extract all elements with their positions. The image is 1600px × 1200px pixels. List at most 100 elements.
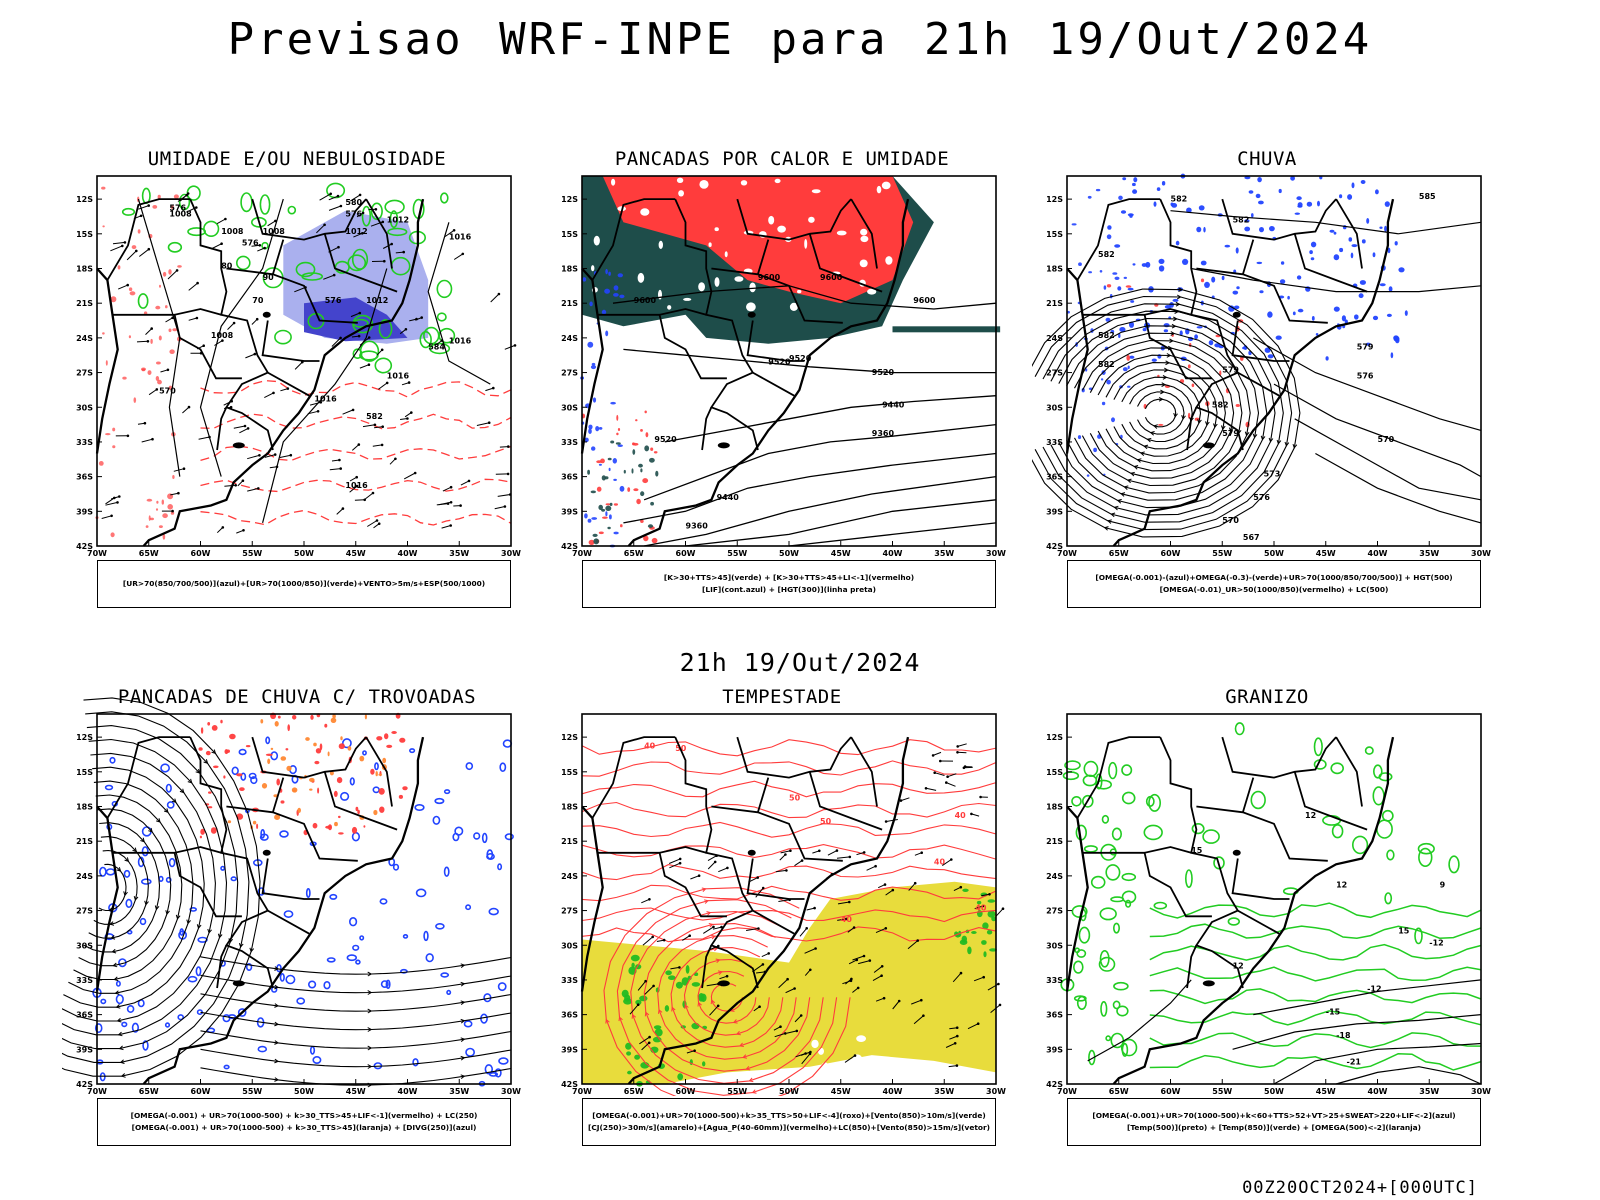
red-speckle bbox=[110, 532, 115, 538]
wind-vector-head bbox=[913, 881, 917, 885]
gap-speckle bbox=[836, 230, 847, 236]
rain-speckle bbox=[1398, 267, 1405, 273]
temp850-contour bbox=[1113, 981, 1129, 991]
contour-label: 584 bbox=[428, 342, 445, 351]
streamline-arrow bbox=[1252, 433, 1258, 439]
precipitable-water-contour bbox=[581, 760, 997, 777]
red-speckle bbox=[152, 205, 158, 209]
wind-vector bbox=[971, 813, 980, 817]
streamline-arrow bbox=[1123, 485, 1129, 490]
thunderstorm-speckle bbox=[199, 835, 202, 839]
gap-speckle bbox=[789, 302, 798, 311]
wind-vector-head bbox=[319, 401, 323, 404]
lif-speckle bbox=[588, 428, 592, 435]
wind-vector bbox=[703, 926, 714, 934]
wind-vector bbox=[945, 1042, 956, 1048]
wind-vector-head bbox=[246, 427, 250, 430]
divergence-contour bbox=[123, 869, 131, 878]
wind-vector-head bbox=[449, 524, 453, 527]
wind-vector-head bbox=[407, 381, 411, 384]
thunderstorm-speckle bbox=[213, 765, 219, 769]
height-contour bbox=[1058, 317, 1268, 509]
red-speckle bbox=[632, 442, 635, 446]
teal-speckle bbox=[640, 468, 643, 473]
wind-vector-head bbox=[338, 458, 341, 462]
wind-vector bbox=[504, 344, 516, 350]
height-contour bbox=[1034, 295, 1293, 531]
wind-vector-head bbox=[809, 968, 812, 972]
streamline-arrow bbox=[109, 921, 115, 926]
divergence-contour bbox=[308, 980, 317, 989]
temp850-contour bbox=[1149, 1052, 1482, 1071]
wind-vector-head bbox=[848, 855, 852, 859]
streamline-arrow bbox=[1153, 424, 1158, 429]
streamline bbox=[200, 1011, 512, 1031]
streamline-arrow bbox=[717, 970, 723, 975]
precipitable-water-contour bbox=[581, 780, 997, 798]
country-border bbox=[1237, 909, 1280, 935]
thunderstorm-speckle bbox=[324, 723, 328, 728]
lon-tick-label: 60W bbox=[191, 549, 211, 558]
streamline-arrow bbox=[1133, 465, 1139, 470]
rain-speckle bbox=[1339, 194, 1343, 199]
country-border bbox=[674, 736, 759, 989]
red-speckle bbox=[131, 245, 137, 250]
divergence-contour bbox=[305, 888, 311, 899]
streamline bbox=[62, 752, 216, 1022]
gap-speckle bbox=[866, 1066, 873, 1073]
wind-vector bbox=[981, 893, 990, 897]
country-border bbox=[1231, 858, 1290, 900]
wind-vector-head bbox=[332, 273, 336, 277]
temp850-contour bbox=[1414, 927, 1423, 945]
wind-vector-head bbox=[799, 1014, 803, 1017]
lat-tick-label: 27S bbox=[561, 907, 578, 916]
low-level-jet-area bbox=[668, 975, 676, 980]
lat-tick-label: 30S bbox=[1046, 941, 1063, 950]
rain-speckle bbox=[1384, 225, 1387, 232]
red-speckle bbox=[159, 284, 161, 288]
rain-speckle bbox=[1129, 214, 1133, 218]
lat-tick-label: 18S bbox=[1046, 265, 1063, 274]
wind-streamline bbox=[697, 970, 757, 1024]
divergence-contour bbox=[231, 766, 239, 776]
streamline-arrow bbox=[1162, 374, 1168, 380]
streamline-arrow bbox=[1169, 338, 1174, 344]
rain-speckle bbox=[1093, 447, 1097, 453]
rain-speckle bbox=[1235, 247, 1239, 254]
wind-vector-head bbox=[852, 926, 856, 929]
streamline-arrow bbox=[274, 1040, 280, 1045]
thickness-contour bbox=[200, 413, 512, 430]
wind-vector bbox=[845, 978, 852, 985]
temp850-contour bbox=[1095, 779, 1112, 790]
wind-vector-head bbox=[357, 443, 361, 446]
wind-vector-head bbox=[385, 381, 389, 385]
gap-speckle bbox=[881, 181, 891, 190]
streamline-arrow bbox=[671, 1006, 676, 1012]
rain-speckle bbox=[1358, 293, 1364, 299]
wind-vector-head bbox=[725, 974, 729, 978]
green-humidity-contour bbox=[347, 254, 367, 272]
lat-tick-label: 30S bbox=[561, 941, 578, 950]
wind-vector bbox=[913, 1015, 924, 1025]
lif-speckle bbox=[613, 478, 617, 481]
contour-label: 567 bbox=[1243, 533, 1260, 542]
temp850-contour bbox=[1110, 896, 1125, 903]
streamline-arrow bbox=[196, 924, 202, 930]
streamline-arrow bbox=[738, 1042, 744, 1047]
legend-line-1: [OMEGA(-0.001) + UR>70(1000-500) + k>30_… bbox=[130, 1111, 478, 1120]
contour-label: 9520 bbox=[872, 368, 895, 377]
country-border bbox=[757, 777, 770, 813]
wind-vector-head bbox=[358, 193, 362, 197]
temp850-contour bbox=[1121, 764, 1133, 776]
wind-vector bbox=[378, 382, 388, 390]
wind-vector bbox=[852, 955, 865, 961]
red-speckle bbox=[148, 515, 151, 521]
country-border bbox=[1159, 198, 1244, 451]
temp850-contour bbox=[1076, 949, 1087, 958]
wind-vector bbox=[294, 286, 306, 293]
rain-speckle bbox=[1294, 212, 1300, 215]
wind-vector-head bbox=[273, 453, 277, 456]
gap-speckle bbox=[658, 240, 663, 249]
wind-vector-head bbox=[361, 232, 364, 235]
divergence-contour bbox=[165, 876, 172, 883]
